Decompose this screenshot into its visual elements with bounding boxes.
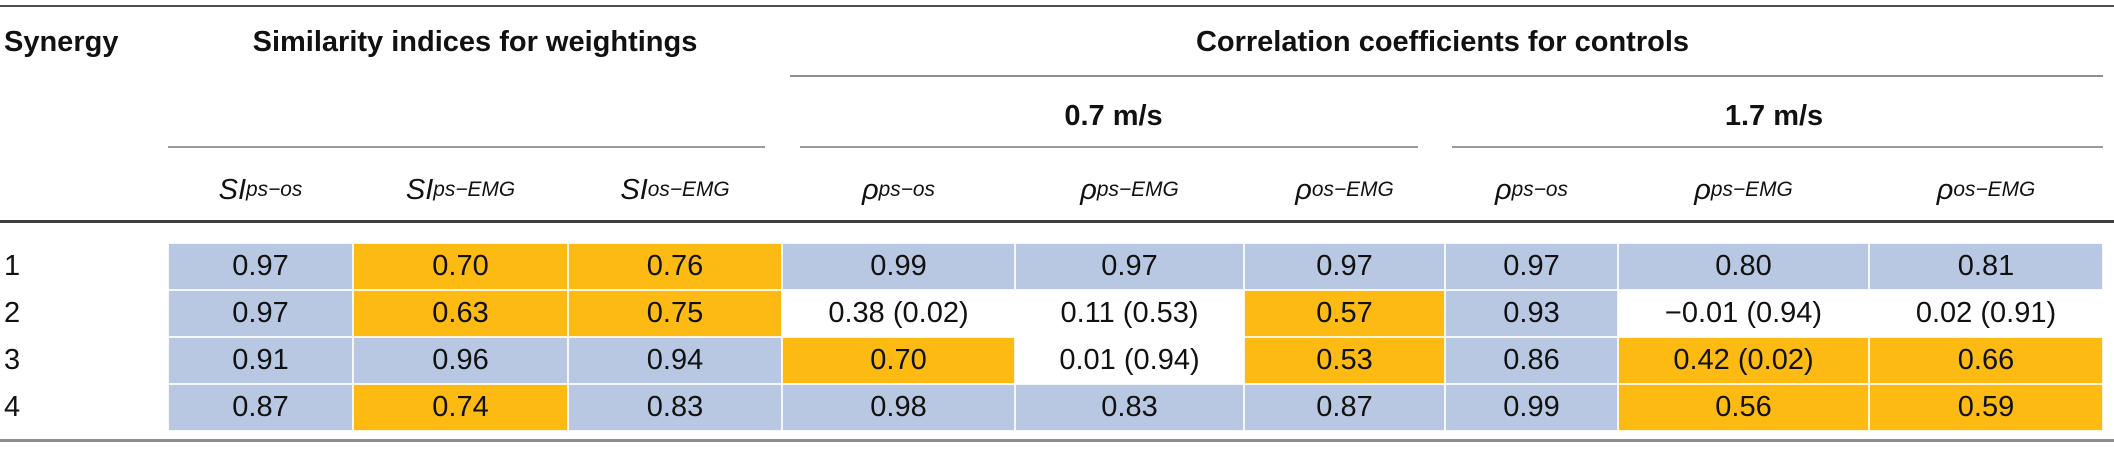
column-header-base: SI xyxy=(620,173,648,206)
table-cell: 0.76 xyxy=(568,243,782,290)
synergy-column-title: Synergy xyxy=(4,26,119,58)
table-cell: 0.97 xyxy=(168,243,353,290)
column-header-subscript: os−EMG xyxy=(1953,177,2036,201)
table-cell: 0.97 xyxy=(1244,243,1445,290)
table-cell: 0.80 xyxy=(1618,243,1869,290)
row-label: 3 xyxy=(0,337,168,384)
column-header-rho07-ps-emg: ρ ps−EMG xyxy=(1015,163,1244,217)
table-cell: 0.66 xyxy=(1869,337,2103,384)
table-cell: 0.96 xyxy=(353,337,568,384)
table-cell: −0.01 (0.94) xyxy=(1618,290,1869,337)
column-header-base: SI xyxy=(218,173,247,206)
speed-1-7-subgroup-rule xyxy=(1452,146,2103,148)
table-cell: 0.99 xyxy=(1445,384,1618,431)
table-cell: 0.91 xyxy=(168,337,353,384)
table-cell: 0.97 xyxy=(1445,243,1618,290)
row-label: 1 xyxy=(0,243,168,290)
table-cell: 0.81 xyxy=(1869,243,2103,290)
table-cell: 0.38 (0.02) xyxy=(782,290,1015,337)
table-cell: 0.87 xyxy=(168,384,353,431)
column-header-row: SI ps−os SI ps−EMG SI os−EMG ρ ps−os ρ ps−EMG… xyxy=(0,163,2103,217)
table-cell: 0.86 xyxy=(1445,337,1618,384)
header-separator-rule xyxy=(0,220,2114,223)
row-label: 4 xyxy=(0,384,168,431)
table-cell: 0.59 xyxy=(1869,384,2103,431)
table-cell: 0.97 xyxy=(168,290,353,337)
column-header-rho07-os-emg: ρ os−EMG xyxy=(1244,163,1445,217)
column-header-base: ρ xyxy=(1694,173,1711,206)
table-cell: 0.70 xyxy=(353,243,568,290)
similarity-group-title: Similarity indices for weightings xyxy=(252,26,698,58)
column-header-base: ρ xyxy=(862,173,879,206)
speed-0-7-title: 0.7 m/s xyxy=(1064,100,1163,132)
table-cell: 0.75 xyxy=(568,290,782,337)
table-cell: 0.94 xyxy=(568,337,782,384)
table-cell: 0.56 xyxy=(1618,384,1869,431)
column-header-si-ps-os: SI ps−os xyxy=(168,163,353,217)
table-cell: 0.11 (0.53) xyxy=(1015,290,1244,337)
column-header-rho17-os-emg: ρ os−EMG xyxy=(1869,163,2103,217)
table-cell: 0.83 xyxy=(1015,384,1244,431)
table-cell: 0.70 xyxy=(782,337,1015,384)
table-cell: 0.01 (0.94) xyxy=(1015,337,1244,384)
table-cell: 0.97 xyxy=(1015,243,1244,290)
table-cell: 0.74 xyxy=(353,384,568,431)
column-header-subscript: os−EMG xyxy=(1311,177,1394,201)
bottom-rule xyxy=(0,439,2114,442)
column-header-base: ρ xyxy=(1295,173,1312,206)
column-header-base: SI xyxy=(405,173,434,206)
table-cell: 0.57 xyxy=(1244,290,1445,337)
table-cell: 0.93 xyxy=(1445,290,1618,337)
column-header-empty xyxy=(0,163,168,217)
column-header-subscript: ps−EMG xyxy=(1710,177,1793,201)
correlation-group-title: Correlation coefficients for controls xyxy=(1195,26,1690,58)
column-header-base: ρ xyxy=(1080,173,1097,206)
column-header-subscript: ps−os xyxy=(246,177,303,201)
column-header-rho17-ps-emg: ρ ps−EMG xyxy=(1618,163,1869,217)
column-header-subscript: ps−EMG xyxy=(1096,177,1179,201)
correlation-group-rule xyxy=(790,75,2103,77)
column-header-si-os-emg: SI os−EMG xyxy=(568,163,782,217)
similarity-subgroup-rule xyxy=(168,146,765,148)
column-header-rho17-ps-os: ρ ps−os xyxy=(1445,163,1618,217)
table-cell: 0.42 (0.02) xyxy=(1618,337,1869,384)
column-header-base: ρ xyxy=(1495,173,1512,206)
table-cell: 0.87 xyxy=(1244,384,1445,431)
speed-1-7-title: 1.7 m/s xyxy=(1724,100,1824,132)
column-header-subscript: os−EMG xyxy=(647,177,730,201)
table-cell: 0.63 xyxy=(353,290,568,337)
row-label: 2 xyxy=(0,290,168,337)
table-cell: 0.02 (0.91) xyxy=(1869,290,2103,337)
table-cell: 0.98 xyxy=(782,384,1015,431)
column-header-subscript: ps−os xyxy=(1511,177,1568,201)
column-header-subscript: ps−EMG xyxy=(433,177,516,201)
column-header-subscript: ps−os xyxy=(878,177,935,201)
table-cell: 0.83 xyxy=(568,384,782,431)
top-rule xyxy=(0,5,2114,7)
table-cell: 0.99 xyxy=(782,243,1015,290)
column-header-si-ps-emg: SI ps−EMG xyxy=(353,163,568,217)
table-cell: 0.53 xyxy=(1244,337,1445,384)
table-body: 1 0.97 0.70 0.76 0.99 0.97 0.97 0.97 0.8… xyxy=(0,243,2103,431)
column-header-rho07-ps-os: ρ ps−os xyxy=(782,163,1015,217)
column-header-base: ρ xyxy=(1936,173,1954,206)
speed-0-7-subgroup-rule xyxy=(800,146,1418,148)
